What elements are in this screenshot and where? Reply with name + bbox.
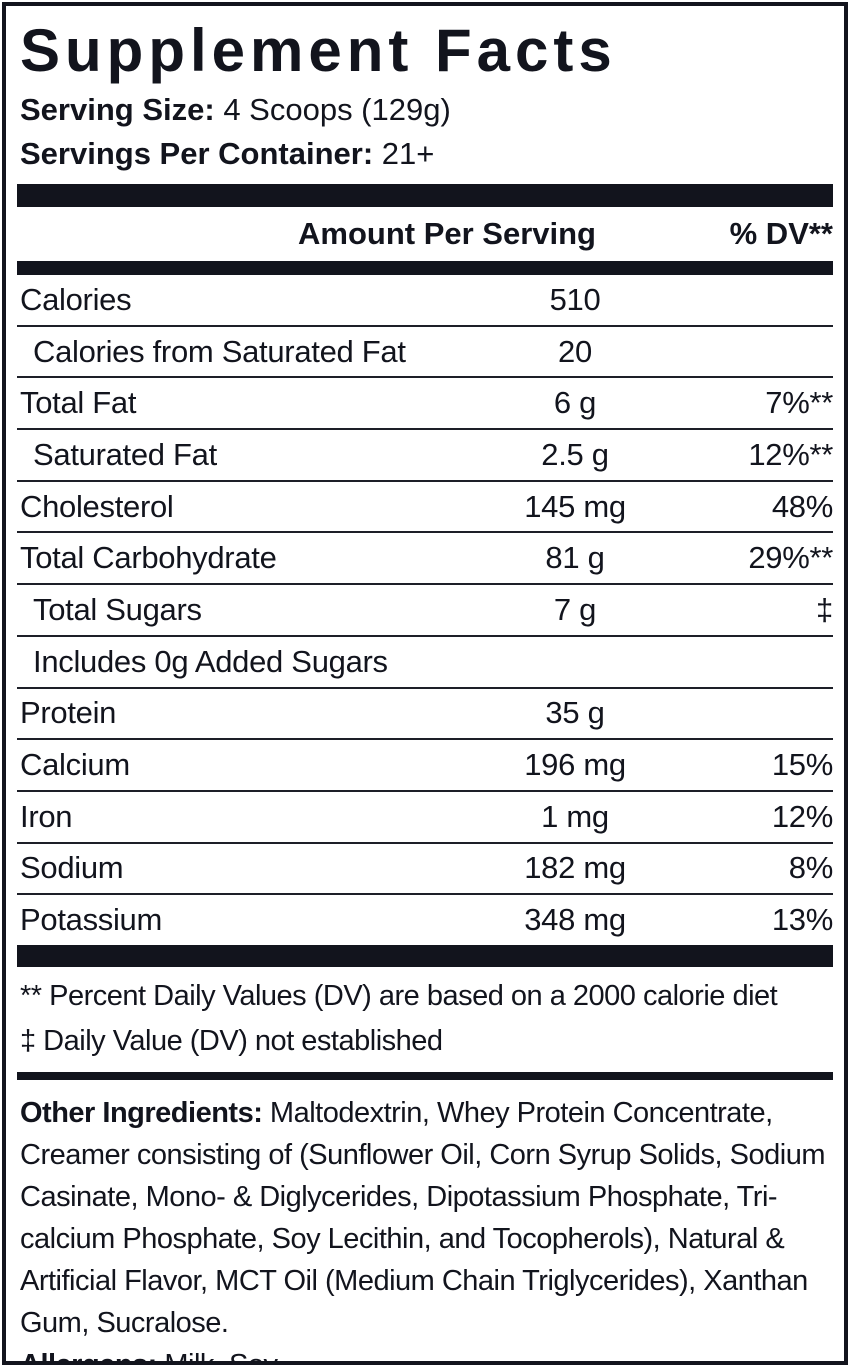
not-established-footnote: ‡ Daily Value (DV) not established xyxy=(20,1025,443,1057)
nutrient-amount: 510 xyxy=(549,281,601,317)
header-separator-bar xyxy=(17,261,833,275)
nutrient-dv: 12% xyxy=(771,798,833,834)
panel-inner: Supplement Facts Serving Size: 4 Scoops … xyxy=(6,6,844,1361)
nutrient-name: Total Carbohydrate xyxy=(20,540,277,576)
nutrient-name: Iron xyxy=(20,798,73,834)
other-ingredients-paragraph: Other Ingredients: Maltodextrin, Whey Pr… xyxy=(17,1092,833,1344)
nutrient-row: Total Carbohydrate 81 g 29%** xyxy=(17,531,833,583)
allergens-text: Milk, Soy. xyxy=(156,1349,283,1365)
nutrient-amount: 196 mg xyxy=(524,747,626,783)
nutrient-name: Total Sugars xyxy=(33,591,202,627)
nutrient-name: Saturated Fat xyxy=(33,436,217,472)
other-ingredients-label: Other Ingredients: xyxy=(20,1097,263,1129)
nutrient-amount: 145 mg xyxy=(524,488,626,524)
allergens-line: Allergens: Milk, Soy. xyxy=(17,1344,833,1365)
serving-size-line: Serving Size: 4 Scoops (129g) xyxy=(17,88,833,132)
allergens-label: Allergens: xyxy=(20,1349,157,1365)
nutrient-name: Protein xyxy=(20,695,117,731)
nutrient-row: Calories from Saturated Fat 20 xyxy=(17,324,833,377)
nutrient-amount: 7 g xyxy=(553,591,597,627)
nutrient-dv: 29%** xyxy=(748,540,833,576)
nutrient-dv: 15% xyxy=(771,747,833,783)
nutrient-amount: 81 g xyxy=(545,540,605,576)
nutrient-name: Includes 0g Added Sugars xyxy=(33,643,388,679)
servings-per-container-value: 21+ xyxy=(381,136,435,171)
nutrient-dv: 13% xyxy=(771,902,833,938)
nutrient-row: Calcium 196 mg 15% xyxy=(17,738,833,790)
nutrient-name: Calories xyxy=(20,281,132,317)
nutrient-row: Protein 35 g xyxy=(17,686,833,739)
nutrient-dv: ‡ xyxy=(816,591,833,627)
serving-size-label: Serving Size: xyxy=(20,92,215,127)
footnote-divider xyxy=(17,1072,833,1080)
nutrient-row: Potassium 348 mg 13% xyxy=(17,893,833,945)
nutrient-row: Sodium 182 mg 8% xyxy=(17,841,834,894)
nutrient-dv: 7%** xyxy=(765,385,833,421)
nutrient-name: Cholesterol xyxy=(20,488,174,524)
percent-dv-header: % DV** xyxy=(729,216,833,251)
serving-size-value: 4 Scoops (129g) xyxy=(223,92,451,127)
nutrient-name: Total Fat xyxy=(20,385,137,421)
nutrient-amount: 1 mg xyxy=(541,798,609,834)
nutrient-row: Cholesterol 145 mg 48% xyxy=(17,479,833,532)
nutrient-amount: 20 xyxy=(558,333,592,369)
column-header-row: Amount Per Serving % DV** xyxy=(17,207,833,261)
nutrient-rows: Calories 510 Calories from Saturated Fat… xyxy=(17,275,833,945)
nutrient-amount: 2.5 g xyxy=(541,436,609,472)
nutrient-row: Saturated Fat 2.5 g 12%** xyxy=(17,428,833,480)
top-separator-bar xyxy=(17,184,833,207)
nutrient-row: Calories 510 xyxy=(17,275,833,325)
nutrient-row: Total Fat 6 g 7%** xyxy=(17,376,833,428)
servings-per-container-label: Servings Per Container: xyxy=(20,136,374,171)
percent-dv-footnote: ** Percent Daily Values (DV) are based o… xyxy=(20,980,778,1012)
amount-per-serving-header: Amount Per Serving xyxy=(298,216,596,251)
nutrient-amount: 182 mg xyxy=(524,850,626,886)
nutrient-name: Calories from Saturated Fat xyxy=(33,333,406,369)
nutrient-row: Iron 1 mg 12% xyxy=(17,789,833,842)
bottom-separator-bar xyxy=(17,945,833,967)
nutrient-name: Sodium xyxy=(20,850,124,886)
nutrient-dv: 12%** xyxy=(748,436,833,472)
other-ingredients-text: Maltodextrin, Whey Protein Concentrate, … xyxy=(20,1097,826,1339)
panel-title: Supplement Facts xyxy=(20,17,617,84)
nutrient-dv: 8% xyxy=(788,850,834,886)
nutrient-name: Calcium xyxy=(20,747,130,783)
nutrient-dv: 48% xyxy=(771,488,833,524)
nutrient-row: Includes 0g Added Sugars xyxy=(17,634,833,687)
nutrient-row: Total Sugars 7 g ‡ xyxy=(17,583,833,635)
nutrient-amount: 35 g xyxy=(545,695,605,731)
footnotes: ** Percent Daily Values (DV) are based o… xyxy=(17,967,833,1070)
nutrient-amount: 6 g xyxy=(553,385,597,421)
nutrient-name: Potassium xyxy=(20,902,163,938)
nutrient-amount: 348 mg xyxy=(524,902,626,938)
servings-per-container-line: Servings Per Container: 21+ xyxy=(17,132,833,176)
